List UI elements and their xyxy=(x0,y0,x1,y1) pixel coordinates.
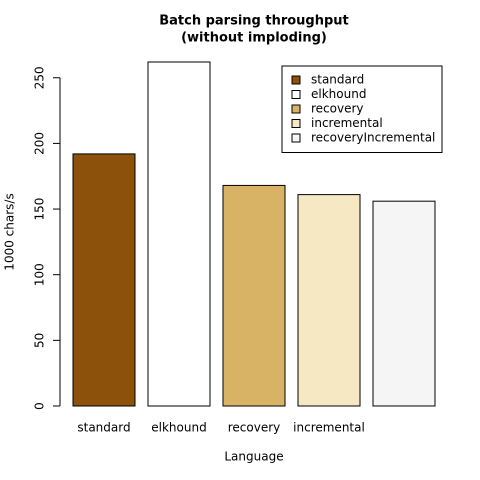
legend-swatch xyxy=(291,104,301,114)
legend-label: elkhound xyxy=(311,87,366,101)
bar xyxy=(72,153,136,407)
legend-swatch xyxy=(291,133,301,143)
x-axis-label: Language xyxy=(224,450,283,464)
x-tick-label: recovery xyxy=(228,421,281,435)
y-axis-label: 1000 chars/s xyxy=(3,193,17,270)
bar xyxy=(297,194,361,407)
bar xyxy=(222,184,286,407)
y-tick-label: 0 xyxy=(33,402,47,410)
y-tick-label: 200 xyxy=(33,132,47,155)
legend-swatch xyxy=(291,119,301,128)
y-tick-label: 100 xyxy=(33,263,47,286)
chart-subtitle: (without imploding) xyxy=(181,31,327,46)
legend-label: incremental xyxy=(311,116,383,130)
y-tick-label: 50 xyxy=(33,333,47,348)
legend-label: recoveryIncremental xyxy=(311,131,435,145)
legend-label: standard xyxy=(311,73,364,87)
x-tick-label: incremental xyxy=(293,421,365,435)
bar xyxy=(372,200,436,407)
legend-swatch xyxy=(291,90,301,99)
x-tick-label: elkhound xyxy=(151,421,206,435)
y-tick-label: 150 xyxy=(33,198,47,221)
legend-swatch xyxy=(291,75,301,85)
legend-label: recovery xyxy=(311,102,364,116)
chart-title: Batch parsing throughput xyxy=(159,14,349,29)
legend-box xyxy=(281,65,443,153)
x-tick-label: standard xyxy=(77,421,130,435)
y-tick-label: 250 xyxy=(33,66,47,89)
bar xyxy=(147,61,211,407)
